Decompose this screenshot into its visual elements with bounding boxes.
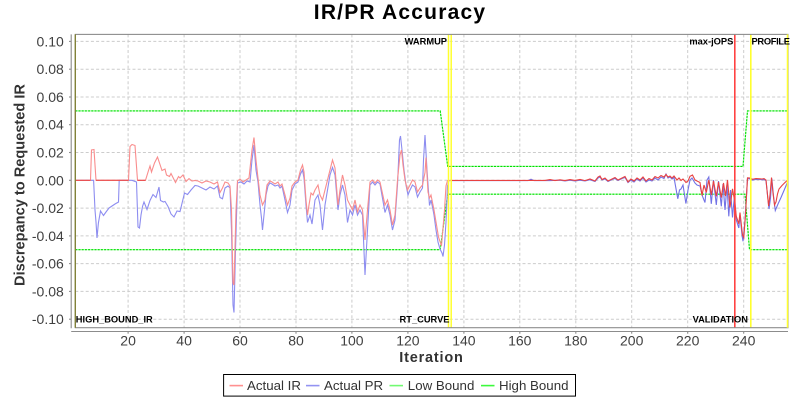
svg-text:Actual PR: Actual PR xyxy=(324,378,383,393)
svg-text:40: 40 xyxy=(176,333,192,349)
svg-text:0.10: 0.10 xyxy=(37,33,64,49)
svg-text:0.04: 0.04 xyxy=(37,117,64,133)
svg-text:0.02: 0.02 xyxy=(37,145,64,161)
svg-text:140: 140 xyxy=(452,333,476,349)
svg-text:RT_CURVE: RT_CURVE xyxy=(400,314,450,324)
svg-text:HIGH_BOUND_IR: HIGH_BOUND_IR xyxy=(76,314,153,324)
svg-text:IR/PR Accuracy: IR/PR Accuracy xyxy=(314,1,486,24)
svg-text:240: 240 xyxy=(732,333,756,349)
svg-text:0.00: 0.00 xyxy=(37,172,64,188)
svg-text:160: 160 xyxy=(508,333,532,349)
svg-text:High Bound: High Bound xyxy=(499,378,569,393)
svg-text:220: 220 xyxy=(676,333,700,349)
svg-text:100: 100 xyxy=(340,333,364,349)
svg-text:120: 120 xyxy=(396,333,420,349)
svg-text:-0.02: -0.02 xyxy=(32,200,64,216)
svg-text:Low Bound: Low Bound xyxy=(408,378,475,393)
svg-text:VALIDATION: VALIDATION xyxy=(693,314,749,324)
svg-text:PROFILE: PROFILE xyxy=(752,36,790,46)
svg-text:60: 60 xyxy=(232,333,248,349)
svg-text:0.08: 0.08 xyxy=(37,61,64,77)
svg-text:200: 200 xyxy=(620,333,644,349)
svg-text:80: 80 xyxy=(288,333,304,349)
svg-text:Iteration: Iteration xyxy=(399,350,463,366)
svg-text:Actual IR: Actual IR xyxy=(247,378,301,393)
svg-text:-0.04: -0.04 xyxy=(32,228,64,244)
svg-text:-0.08: -0.08 xyxy=(32,283,64,299)
svg-text:-0.06: -0.06 xyxy=(32,256,64,272)
svg-text:Discrepancy to Requested IR: Discrepancy to Requested IR xyxy=(13,84,29,286)
svg-text:max-jOPS: max-jOPS xyxy=(689,36,733,46)
svg-text:-0.10: -0.10 xyxy=(32,311,64,327)
svg-text:180: 180 xyxy=(564,333,588,349)
svg-text:20: 20 xyxy=(120,333,136,349)
svg-text:0.06: 0.06 xyxy=(37,89,64,105)
svg-text:WARMUP: WARMUP xyxy=(405,36,447,46)
